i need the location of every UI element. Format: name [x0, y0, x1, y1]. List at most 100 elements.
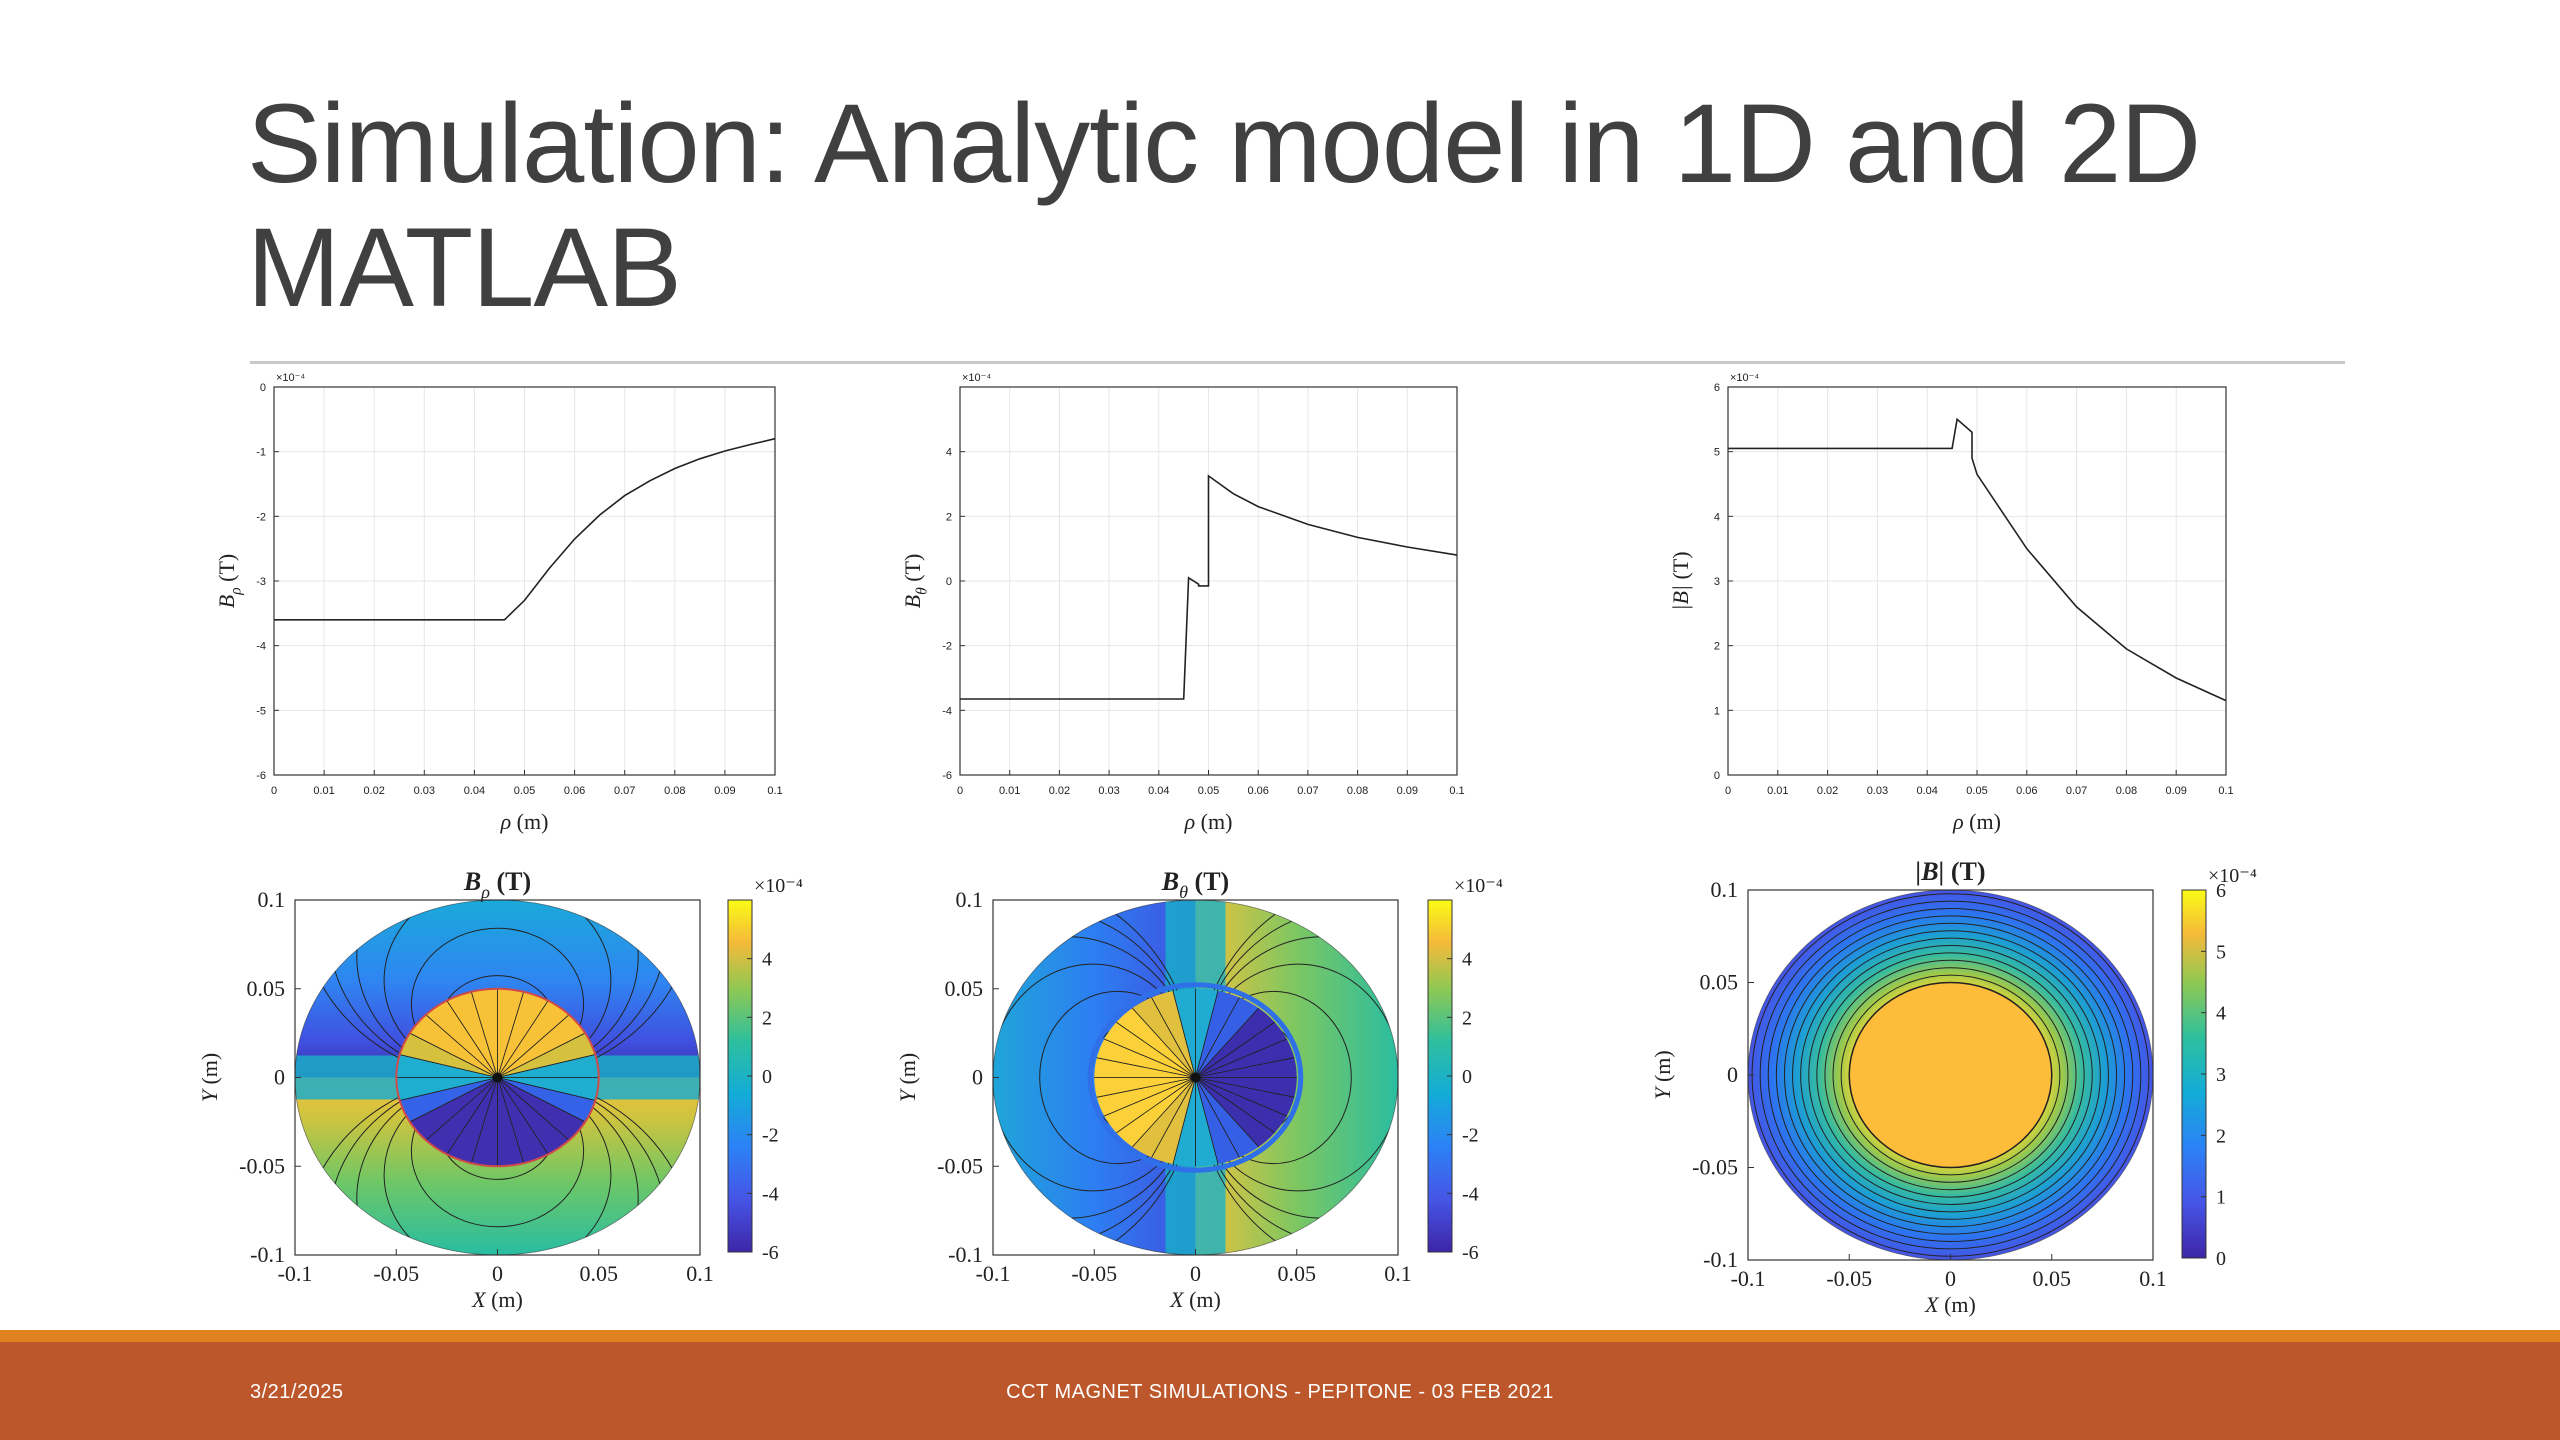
y-tick-label: 0 [1727, 1062, 1738, 1087]
x-tick-label: 0.08 [664, 785, 685, 797]
contour-line [1832, 967, 2069, 1183]
colorbar-tick-label: 4 [1462, 949, 1472, 971]
y-tick-label: -0.1 [250, 1242, 285, 1267]
x-tick-label: 0 [271, 785, 277, 797]
center-point [492, 1072, 503, 1083]
y-tick-label: 0.05 [247, 976, 286, 1001]
plot-frame [1727, 386, 2227, 776]
x-tick-label: 0.04 [464, 785, 485, 797]
colorbar-multiplier: ×10⁻⁴ [754, 875, 803, 897]
y-tick-label: 4 [1714, 511, 1720, 523]
y-tick-label: -0.05 [1692, 1155, 1738, 1180]
y-tick-label: -6 [256, 770, 266, 782]
colorbar-tick-label: 1 [2216, 1187, 2226, 1209]
plot-frame [273, 386, 776, 776]
colorbar-multiplier: ×10⁻⁴ [2208, 865, 2257, 887]
x-tick-label: 0.09 [714, 785, 735, 797]
contour-line [1800, 937, 2101, 1213]
x-tick-label: 0.05 [1966, 785, 1987, 797]
x-tick-label: 0.07 [2066, 785, 2087, 797]
slide-title-line-2: MATLAB [247, 205, 682, 330]
y-multiplier: ×10⁻⁴ [962, 372, 991, 384]
series-line [1728, 417, 2227, 702]
footer-stripe [0, 1330, 2560, 1342]
y-tick-label: -6 [942, 770, 952, 782]
x-tick-label: 0.06 [1247, 785, 1268, 797]
contour-line [1792, 930, 2109, 1220]
colorbar-tick-label: 6 [2216, 880, 2226, 902]
x-tick-label: 0.01 [1767, 785, 1788, 797]
line-plot-3: 0 0.01 0.02 0.03 0.04 0.05 0.06 0.07 0.08 0.09 0.1… [1668, 372, 2234, 834]
x-tick-label: 0.06 [564, 785, 585, 797]
contour-line [1840, 974, 2061, 1176]
colorbar-tick-label: 2 [1462, 1007, 1472, 1029]
contour-line [1775, 915, 2126, 1235]
x-tick-label: 0.03 [1098, 785, 1119, 797]
y-axis-label: Bθ (T) [900, 554, 931, 609]
y-tick-label: -3 [256, 576, 266, 588]
plot-title: Bθ (T) [1161, 867, 1229, 902]
contour-line [1767, 908, 2134, 1242]
x-tick-label: 0.1 [1384, 1261, 1412, 1286]
plot-title: Bρ (T) [463, 867, 531, 902]
footer-date: 3/21/2025 [250, 1381, 344, 1403]
x-tick-label: 0.01 [999, 785, 1020, 797]
x-tick-label: 0.05 [580, 1261, 619, 1286]
bore-wedge [497, 1049, 599, 1078]
x-tick-label: 0 [957, 785, 963, 797]
contour-line [1816, 952, 2085, 1198]
y-tick-label: -2 [256, 511, 266, 523]
x-tick-label: 0.05 [2033, 1266, 2072, 1291]
plot-frame [959, 386, 1458, 776]
y-tick-label: 0 [972, 1065, 983, 1090]
slide-title-line-1: Simulation: Analytic model in 1D and 2D [247, 81, 2201, 206]
x-tick-label: -0.05 [373, 1261, 419, 1286]
x-tick-label: 0.02 [363, 785, 384, 797]
x-axis-label: ρ (m) [1184, 809, 1233, 834]
bore-boundary [395, 987, 600, 1168]
slide-title: Simulation: Analytic model in 1D and 2D … [247, 82, 2397, 330]
colorbar-tick-label: 2 [762, 1007, 772, 1029]
x-tick-label: 0 [492, 1261, 503, 1286]
colorbar-tick-label: 5 [2216, 941, 2226, 963]
x-tick-label: -0.05 [1071, 1261, 1117, 1286]
x-tick-label: 0.1 [1449, 785, 1464, 797]
contour-line [1808, 945, 2093, 1205]
x-axis-label: ρ (m) [500, 809, 549, 834]
plot-title: |B| (T) [1916, 857, 1986, 886]
x-tick-label: 0.03 [1867, 785, 1888, 797]
y-tick-label: 4 [946, 447, 952, 459]
x-tick-label: 0.1 [686, 1261, 714, 1286]
colorbar-tick-label: 0 [1462, 1066, 1472, 1088]
y-tick-label: -0.05 [239, 1153, 285, 1178]
x-tick-label: 0.07 [614, 785, 635, 797]
series-line [960, 474, 1458, 700]
colorbar-tick-label: 2 [2216, 1125, 2226, 1147]
y-tick-label: 0 [946, 576, 952, 588]
x-tick-label: -0.1 [278, 1261, 313, 1286]
x-tick-label: 0.06 [2016, 785, 2037, 797]
y-tick-label: -1 [256, 447, 266, 459]
x-axis-label: X (m) [1924, 1292, 1976, 1317]
y-tick-label: 0.1 [956, 887, 984, 912]
y-tick-label: 0 [1714, 770, 1720, 782]
y-tick-label: 0 [260, 382, 266, 394]
x-axis-label: X (m) [1169, 1287, 1221, 1312]
line-plot-1: 0 0.01 0.02 0.03 0.04 0.05 0.06 0.07 0.08 0.09 0.1… [214, 372, 783, 834]
colorbar-tick-label: 4 [762, 949, 772, 971]
bore-fill [1849, 982, 2052, 1168]
colorbar-tick-label: 0 [762, 1066, 772, 1088]
y-tick-label: 0.05 [945, 976, 984, 1001]
x-tick-label: 0.1 [2139, 1266, 2167, 1291]
y-tick-label: 3 [1714, 576, 1720, 588]
y-tick-label: 0.05 [1700, 970, 1739, 995]
bore-boundary [1087, 982, 1304, 1173]
x-tick-label: 0 [1945, 1266, 1956, 1291]
colorbar-tick-label: -6 [762, 1242, 779, 1264]
colorbar-tick-label: -2 [762, 1125, 779, 1147]
bore-boundary [1848, 981, 2053, 1169]
x-tick-label: 0 [1725, 785, 1731, 797]
colorbar-tick-label: -6 [1462, 1242, 1479, 1264]
x-tick-label: 0.05 [1198, 785, 1219, 797]
